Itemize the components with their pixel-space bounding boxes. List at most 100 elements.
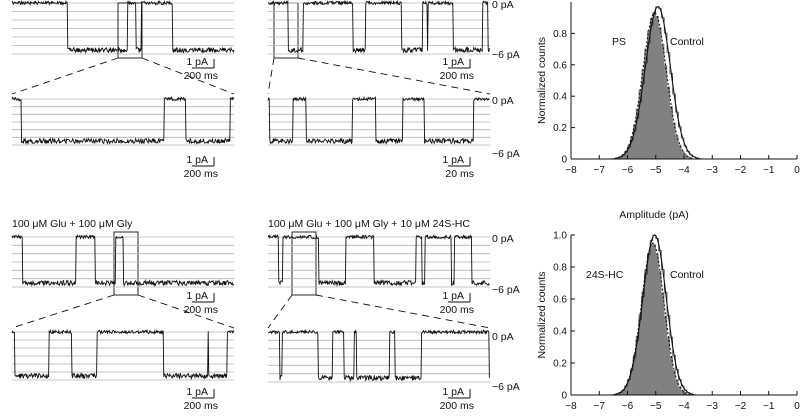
x-tick-label: −1: [763, 401, 775, 412]
current-trace: [11, 328, 235, 381]
histogram-bar: [655, 253, 659, 396]
closed-level-label: −6 pA: [492, 381, 520, 393]
x-axis-label: Amplitude (pA): [619, 209, 688, 221]
y-axis-label: Normalized counts: [536, 272, 548, 359]
scale-current-label: 1 pA: [186, 56, 208, 68]
current-trace: [267, 328, 490, 383]
x-tick-label: −7: [594, 165, 606, 176]
y-tick-label: 1.0: [553, 231, 567, 242]
amplitude-histogram-24shc: −8 −7 −6 −5 −4 −3 −2 −1 0 0 0.2 0.4 0.6 0.8 1.0 Normali…: [536, 231, 800, 413]
y-tick-label: 0.2: [553, 359, 567, 370]
x-tick-label: 0: [794, 401, 800, 412]
x-tick-label: −5: [650, 165, 662, 176]
zoom-connector: [141, 57, 235, 95]
x-tick-label: −8: [565, 401, 577, 412]
y-tick-label: 0.8: [553, 29, 567, 40]
open-level-label: 0 pA: [492, 0, 514, 11]
scale-time-label: 20 ms: [445, 168, 474, 180]
y-tick-label: 0.6: [553, 295, 567, 306]
y-tick-label: 0.2: [553, 123, 567, 134]
trace-panel-top-left-zoom: 1 pA 200 ms: [11, 95, 235, 180]
histogram-bar: [669, 106, 673, 160]
series-annotation: Control: [670, 269, 704, 281]
trace-panel-top-right: 1 pA 200 ms: [267, 0, 490, 82]
scale-time-label: 200 ms: [184, 400, 218, 412]
trace-panel-top-right-zoom: 1 pA 20 ms: [267, 95, 490, 180]
histogram-bar: [649, 17, 654, 160]
scale-current-label: 1 pA: [442, 290, 464, 302]
current-trace: [11, 95, 235, 146]
zoom-box: [291, 231, 317, 296]
current-trace: [11, 234, 235, 288]
histogram-bar: [666, 337, 671, 396]
zoom-connector: [267, 57, 275, 95]
y-tick-label: 0.8: [553, 263, 567, 274]
closed-level-label: −6 pA: [492, 284, 520, 296]
zoom-box: [117, 2, 143, 59]
x-tick-label: 0: [794, 165, 800, 176]
histogram-bar: [675, 380, 679, 396]
x-tick-label: −4: [678, 165, 690, 176]
zoom-connector: [11, 294, 115, 329]
x-tick-label: −5: [650, 401, 662, 412]
histogram-bar: [658, 27, 662, 160]
y-tick-label: 0: [561, 391, 567, 402]
trace-panel-bottom-right: 1 pA 200 ms: [267, 233, 490, 316]
scale-current-label: 1 pA: [186, 154, 208, 166]
closed-level-label: −6 pA: [492, 49, 520, 61]
x-tick-label: −2: [735, 401, 747, 412]
scale-current-label: 1 pA: [186, 290, 208, 302]
series-annotation: 24S-HC: [586, 269, 624, 281]
x-tick-label: −6: [622, 401, 634, 412]
y-tick-label: 0.4: [553, 327, 567, 338]
fit-curve-control: [614, 234, 695, 396]
histogram-bar: [652, 12, 656, 160]
histogram-bar: [664, 65, 668, 160]
trace-panel-bottom-left-zoom: 1 pA 200 ms: [11, 328, 235, 412]
scale-time-label: 200 ms: [184, 70, 218, 82]
zoom-connector: [315, 294, 491, 329]
amplitude-histogram-ps: −8 −7 −6 −5 −4 −3 −2 −1 0 0 0.2 0.4 0.6 0.8 Normalized…: [536, 2, 800, 221]
x-tick-label: −1: [763, 165, 775, 176]
scale-time-label: 200 ms: [440, 400, 474, 412]
y-tick-label: 0.6: [553, 60, 567, 71]
open-level-label: 0 pA: [492, 331, 514, 343]
histogram-bar: [669, 355, 673, 396]
fit-curve-treatment: [614, 12, 694, 160]
open-level-label: 0 pA: [492, 95, 514, 107]
x-tick-label: −3: [707, 165, 719, 176]
trace-panel-bottom-left: 1 pA 200 ms: [11, 234, 235, 316]
histogram-bar: [658, 270, 662, 396]
zoom-box: [113, 231, 139, 296]
histogram-bar: [649, 243, 654, 396]
zoom-connector: [297, 57, 491, 95]
y-tick-label: 0: [561, 155, 567, 166]
scale-time-label: 200 ms: [184, 168, 218, 180]
trace-panel-top-left: 1 pA 200 ms: [11, 0, 491, 329]
closed-level-label: −6 pA: [492, 148, 520, 160]
histogram-bar: [661, 292, 665, 396]
histogram-bar: [672, 370, 676, 396]
x-tick-label: −6: [622, 165, 634, 176]
histogram-bar: [655, 16, 659, 160]
histogram-bar: [666, 86, 671, 160]
x-tick-label: −8: [565, 165, 577, 176]
condition-label-control: 100 μM Glu + 100 μM Gly: [12, 218, 133, 230]
scale-time-label: 200 ms: [440, 304, 474, 316]
scale-current-label: 1 pA: [442, 154, 464, 166]
current-trace: [267, 95, 490, 146]
scale-current-label: 1 pA: [442, 386, 464, 398]
scale-time-label: 200 ms: [184, 304, 218, 316]
x-tick-label: −7: [594, 401, 606, 412]
trace-panel-bottom-right-zoom: 1 pA 200 ms: [267, 328, 490, 412]
histogram-bar: [652, 244, 656, 396]
current-trace: [11, 0, 235, 55]
scale-current-label: 1 pA: [442, 56, 464, 68]
series-annotation: Control: [670, 36, 704, 48]
current-trace: [267, 233, 490, 287]
open-level-label: 0 pA: [492, 233, 514, 245]
fit-curve-control: [614, 6, 700, 160]
zoom-connector: [267, 294, 293, 329]
zoom-connector: [137, 294, 235, 329]
